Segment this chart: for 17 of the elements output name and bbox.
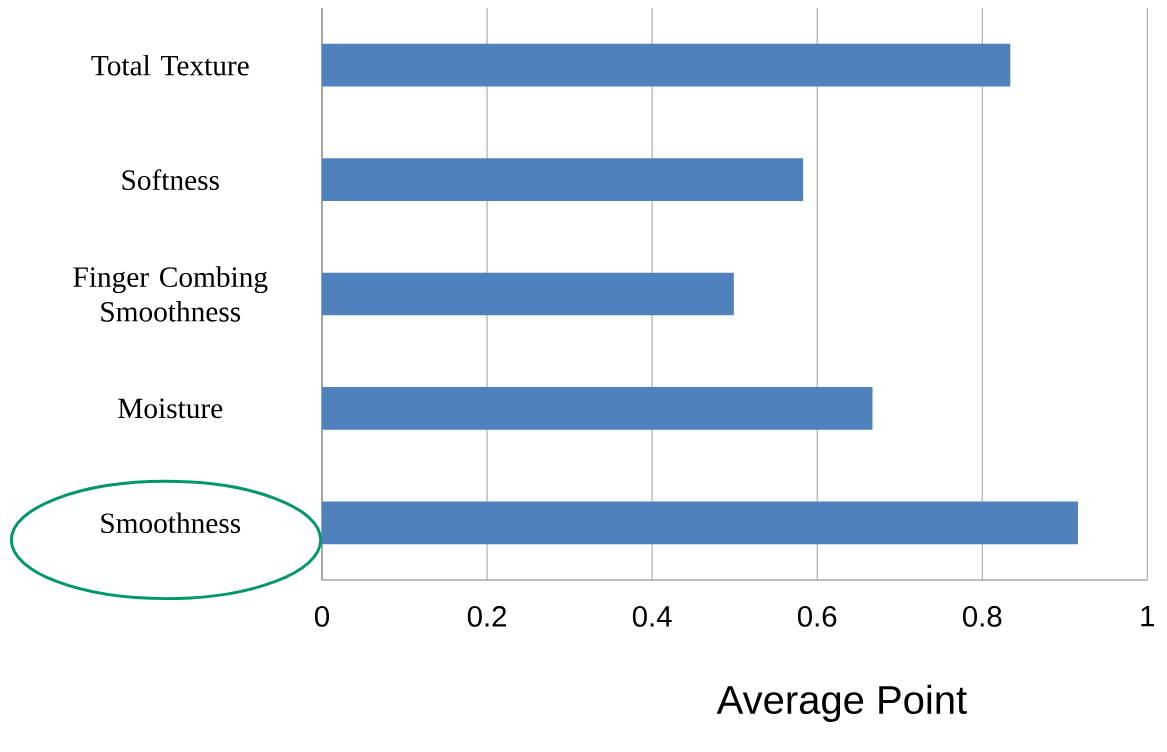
bar — [322, 272, 734, 316]
x-axis-title: Average Point — [716, 684, 967, 722]
bar — [322, 387, 873, 430]
y-tick-label: Softness — [122, 169, 219, 191]
x-tick-label: 0.4 — [632, 606, 672, 627]
y-tick-label: Finger Combing Smoothness — [73, 266, 268, 322]
bar — [322, 501, 1078, 545]
x-tick-label: 0.2 — [467, 606, 506, 627]
x-tick-label: 1 — [1141, 606, 1155, 627]
bar — [322, 43, 1011, 87]
x-tick-label: 0 — [314, 606, 329, 627]
bar — [322, 158, 804, 201]
y-tick-label: Moisture — [118, 398, 223, 419]
x-tick-label: 0.8 — [963, 606, 1002, 627]
y-tick-label: Smoothness — [101, 512, 241, 534]
x-tick-label: 0.6 — [797, 606, 837, 627]
y-tick-label: Total Texture — [91, 54, 249, 76]
